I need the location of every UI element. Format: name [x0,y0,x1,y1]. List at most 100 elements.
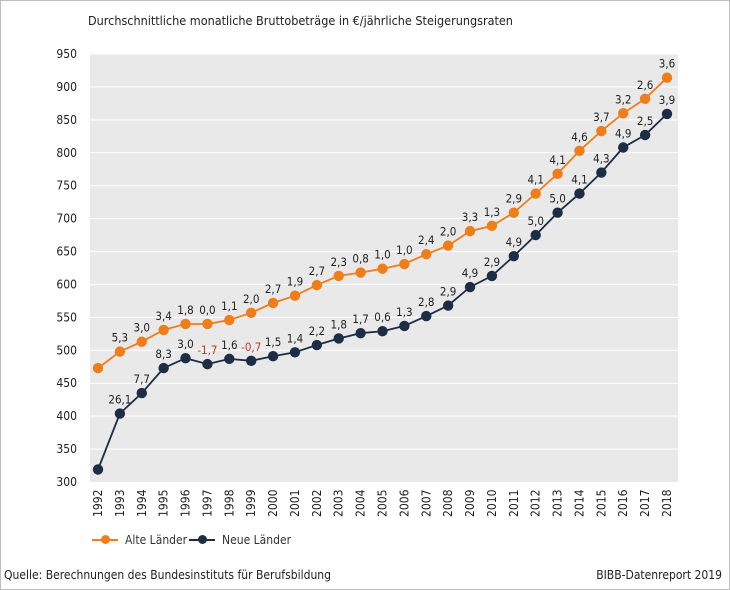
data-label-neue-laender-2005: 0,6 [374,310,390,324]
data-label-alte-laender-1995: 3,4 [155,309,171,323]
data-point-neue-laender-2004 [355,327,366,339]
data-point-alte-laender-2005 [377,263,388,274]
data-point-alte-laender-1999 [245,307,257,318]
data-point-alte-laender-2007 [421,248,432,260]
data-label-neue-laender-2017: 2,5 [637,114,653,128]
data-label-neue-laender-2013: 5,0 [549,192,565,206]
x-tick-label-2016: 2016 [616,489,630,517]
x-tick-label-1997: 1997 [200,490,214,517]
data-point-neue-laender-2007 [421,310,432,322]
x-tick-label-2010: 2010 [485,489,499,517]
y-tick-label-600: 600 [56,277,77,291]
data-point-alte-laender-2002 [311,279,323,291]
data-label-alte-laender-2008: 2,0 [440,225,456,239]
x-tick-label-1996: 1996 [179,489,193,517]
y-tick-label-500: 500 [56,343,77,357]
x-tick-label-2015: 2015 [594,490,608,517]
data-point-neue-laender-2015 [596,167,607,178]
data-label-neue-laender-2015: 4,3 [593,152,609,166]
data-label-alte-laender-1999: 2,0 [243,292,259,306]
legend-item-neue-laender: Neue Länder [189,533,291,547]
data-label-neue-laender-1997: -1,7 [197,343,217,357]
data-label-alte-laender-2002: 2,7 [309,264,325,278]
data-point-alte-laender-2012 [530,188,541,199]
x-tick-label-1998: 1998 [222,489,236,517]
data-point-alte-laender-2016 [618,108,629,119]
data-point-alte-laender-2017 [639,93,651,104]
legend-marker-alte-laender [92,535,118,545]
data-point-neue-laender-1993 [114,408,126,419]
data-point-neue-laender-2000 [267,351,279,362]
data-label-neue-laender-1993: 26,1 [108,393,131,407]
data-point-alte-laender-1993 [114,346,126,357]
data-point-neue-laender-2001 [289,347,301,358]
data-point-neue-laender-2014 [574,188,585,199]
x-tick-label-1999: 1999 [244,489,258,517]
data-point-alte-laender-1994 [136,336,147,347]
data-point-neue-laender-1994 [136,387,147,399]
x-tick-label-2013: 2013 [551,490,565,517]
x-tick-label-1992: 1992 [91,490,105,517]
data-label-alte-laender-1996: 1,8 [177,303,193,317]
series [92,72,673,475]
data-point-alte-laender-2015 [596,125,607,137]
data-label-alte-laender-2018: 3,6 [659,57,675,71]
y-tick-label-550: 550 [56,310,77,324]
data-label-neue-laender-2018: 3,9 [659,93,675,107]
data-label-neue-laender-2011: 4,9 [506,235,522,249]
data-label-neue-laender-2012: 5,0 [527,214,543,228]
y-tick-label-950: 950 [56,47,77,61]
data-point-neue-laender-2017 [639,129,651,141]
x-tick-label-1993: 1993 [113,490,127,517]
data-point-alte-laender-2006 [399,258,410,270]
report-credit: BIBB-Datenreport 2019 [596,568,722,582]
data-label-alte-laender-2013: 4,1 [549,153,565,167]
y-tick-label-700: 700 [56,212,77,226]
data-label-alte-laender-2006: 1,0 [396,243,412,257]
x-tick-label-2004: 2004 [354,489,368,517]
data-label-neue-laender-1999: -0,7 [241,340,261,354]
data-label-alte-laender-2017: 2,6 [637,78,653,92]
chart-title: Durchschnittliche monatliche Bruttobeträ… [88,13,513,28]
data-label-alte-laender-2005: 1,0 [374,248,390,262]
data-point-alte-laender-2011 [508,207,520,218]
data-label-alte-laender-2007: 2,4 [418,233,434,247]
data-label-neue-laender-2006: 1,3 [396,305,412,319]
x-tick-label-2002: 2002 [310,490,324,517]
data-point-alte-laender-1996 [180,318,191,330]
x-tick-label-2017: 2017 [638,490,652,517]
data-label-neue-laender-2004: 1,7 [352,312,368,326]
data-point-neue-laender-2008 [442,300,454,311]
data-point-alte-laender-2018 [661,72,673,83]
x-tick-label-2001: 2001 [288,490,302,517]
y-tick-label-850: 850 [56,113,77,127]
data-label-alte-laender-2000: 2,7 [265,282,281,296]
data-point-neue-laender-2018 [661,108,673,120]
data-label-neue-laender-2003: 1,8 [331,317,347,331]
y-tick-label-650: 650 [56,245,77,259]
data-label-alte-laender-2012: 4,1 [527,173,543,187]
data-label-alte-laender-2009: 3,3 [462,210,478,224]
data-point-neue-laender-2010 [486,270,498,282]
data-point-neue-laender-2009 [464,281,476,293]
data-point-alte-laender-2004 [355,267,366,278]
y-tick-label-300: 300 [56,475,77,489]
x-tick-label-2003: 2003 [332,490,346,517]
data-label-neue-laender-1998: 1,6 [221,338,237,352]
data-label-alte-laender-2003: 2,3 [331,255,347,269]
data-point-neue-laender-2006 [399,320,410,332]
y-tick-label-350: 350 [56,442,77,456]
x-tick-label-2012: 2012 [529,490,543,517]
x-tick-label-2005: 2005 [376,490,390,517]
data-label-neue-laender-2001: 1,4 [287,331,303,345]
data-label-alte-laender-2001: 1,9 [287,275,303,289]
data-labels: 5,3 3,0 3,4 1,8 0,0 1,1 2,0 2,7 1,9 2,7 2,3 0,8 1,0 1… [108,57,675,407]
data-label-neue-laender-2008: 2,9 [440,285,456,299]
data-point-neue-laender-2016 [618,142,629,153]
data-label-neue-laender-1996: 3,0 [177,337,193,351]
data-label-neue-laender-1994: 7,7 [134,372,150,386]
data-point-neue-laender-1997 [202,358,213,370]
gridlines [90,53,678,450]
data-point-alte-laender-2013 [552,168,563,180]
